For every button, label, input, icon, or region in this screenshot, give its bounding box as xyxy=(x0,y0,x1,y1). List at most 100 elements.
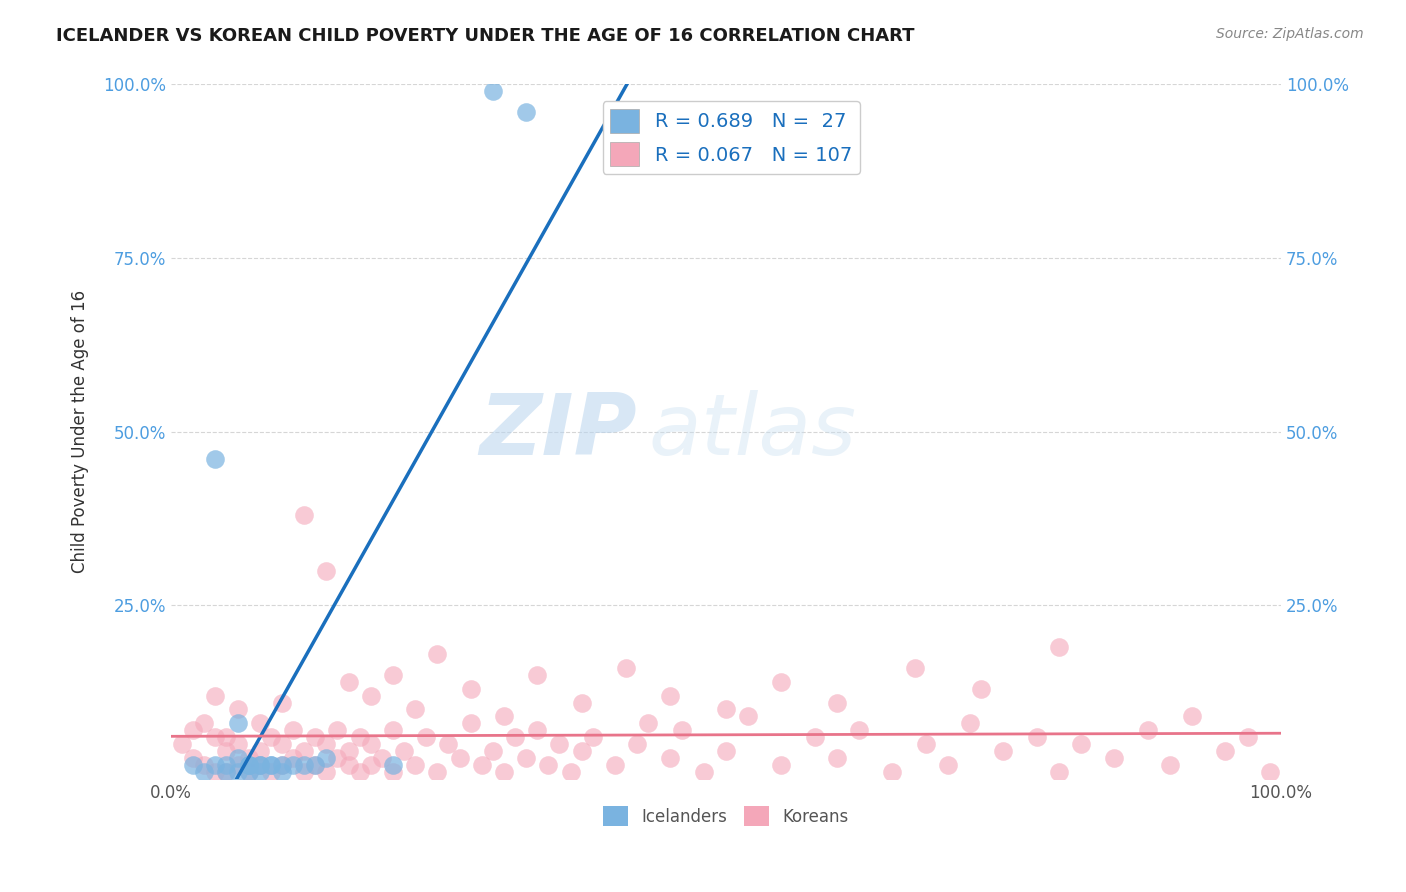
Point xyxy=(292,758,315,772)
Point xyxy=(825,751,848,765)
Point xyxy=(382,758,405,772)
Point xyxy=(215,764,238,779)
Point xyxy=(249,764,271,779)
Point xyxy=(526,667,548,681)
Point xyxy=(326,723,349,738)
Point xyxy=(193,716,215,731)
Point xyxy=(671,723,693,738)
Point xyxy=(571,696,593,710)
Point xyxy=(271,758,294,772)
Point xyxy=(193,758,215,772)
Point xyxy=(770,758,793,772)
Point xyxy=(1047,764,1070,779)
Point xyxy=(582,731,605,745)
Point xyxy=(614,661,637,675)
Y-axis label: Child Poverty Under the Age of 16: Child Poverty Under the Age of 16 xyxy=(72,290,89,574)
Point xyxy=(315,764,337,779)
Point xyxy=(260,758,283,772)
Point xyxy=(737,709,759,723)
Text: Source: ZipAtlas.com: Source: ZipAtlas.com xyxy=(1216,27,1364,41)
Point xyxy=(271,764,294,779)
Point xyxy=(537,758,560,772)
Legend: Icelanders, Koreans: Icelanders, Koreans xyxy=(596,799,855,833)
Point xyxy=(560,764,582,779)
Point xyxy=(637,716,659,731)
Point xyxy=(515,105,537,120)
Point xyxy=(260,731,283,745)
Point xyxy=(337,744,360,758)
Point xyxy=(349,731,371,745)
Point xyxy=(249,744,271,758)
Point xyxy=(437,737,460,751)
Point xyxy=(404,702,426,716)
Point xyxy=(382,667,405,681)
Point xyxy=(1181,709,1204,723)
Point xyxy=(260,758,283,772)
Point xyxy=(714,744,737,758)
Text: ZIP: ZIP xyxy=(479,390,637,473)
Point xyxy=(1258,764,1281,779)
Point xyxy=(292,744,315,758)
Point xyxy=(249,716,271,731)
Point xyxy=(271,758,294,772)
Point xyxy=(304,731,326,745)
Point xyxy=(936,758,959,772)
Point xyxy=(360,737,382,751)
Point xyxy=(492,709,515,723)
Point xyxy=(460,716,482,731)
Point xyxy=(215,758,238,772)
Point xyxy=(204,758,226,772)
Point xyxy=(1215,744,1237,758)
Point xyxy=(304,758,326,772)
Point xyxy=(249,758,271,772)
Point xyxy=(904,661,927,675)
Point xyxy=(204,689,226,703)
Point xyxy=(714,702,737,716)
Point xyxy=(292,764,315,779)
Point xyxy=(238,751,260,765)
Point xyxy=(360,689,382,703)
Point xyxy=(326,751,349,765)
Point xyxy=(1104,751,1126,765)
Point xyxy=(426,764,449,779)
Point xyxy=(238,764,260,779)
Point xyxy=(215,744,238,758)
Point xyxy=(215,764,238,779)
Point xyxy=(825,696,848,710)
Point xyxy=(959,716,981,731)
Point xyxy=(315,751,337,765)
Point xyxy=(526,723,548,738)
Point xyxy=(181,758,204,772)
Point xyxy=(315,564,337,578)
Point xyxy=(503,731,526,745)
Point xyxy=(271,696,294,710)
Point xyxy=(204,731,226,745)
Point xyxy=(770,674,793,689)
Point xyxy=(226,758,249,772)
Point xyxy=(360,758,382,772)
Point xyxy=(471,758,494,772)
Point xyxy=(281,751,304,765)
Point xyxy=(238,758,260,772)
Point xyxy=(515,751,537,765)
Point xyxy=(626,737,648,751)
Point xyxy=(226,716,249,731)
Point xyxy=(204,764,226,779)
Point xyxy=(315,737,337,751)
Point xyxy=(460,681,482,696)
Point xyxy=(392,744,415,758)
Point xyxy=(1236,731,1258,745)
Point xyxy=(415,731,437,745)
Point xyxy=(848,723,870,738)
Point xyxy=(226,702,249,716)
Point xyxy=(226,737,249,751)
Point xyxy=(482,744,505,758)
Point xyxy=(1159,758,1181,772)
Point xyxy=(404,758,426,772)
Point xyxy=(349,764,371,779)
Point xyxy=(693,764,716,779)
Point xyxy=(882,764,904,779)
Point xyxy=(292,508,315,522)
Point xyxy=(249,758,271,772)
Point xyxy=(172,737,194,751)
